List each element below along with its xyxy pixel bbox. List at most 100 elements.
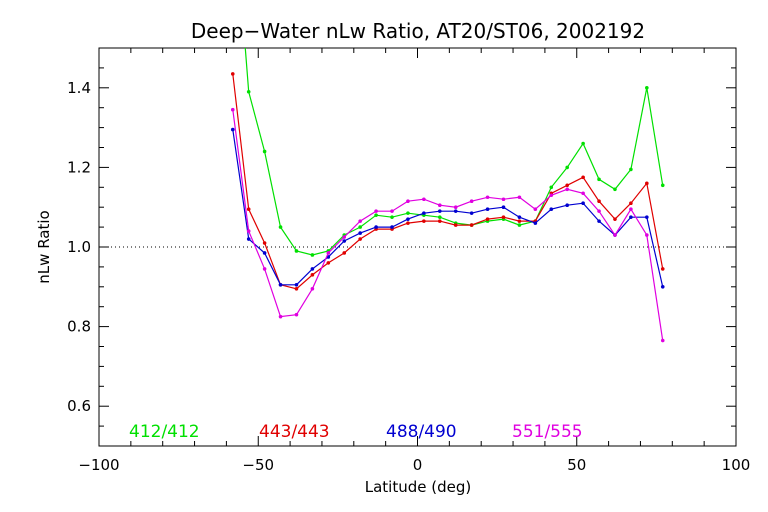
data-point [581, 201, 585, 206]
series-2 [230, 72, 665, 291]
data-point [358, 231, 362, 235]
data-point [342, 251, 347, 255]
data-point [613, 233, 617, 237]
x-tick-label: 0 [413, 456, 423, 474]
data-point [437, 215, 442, 219]
data-point [310, 286, 315, 291]
data-point [485, 195, 490, 200]
data-point [278, 283, 283, 287]
data-point [645, 233, 649, 237]
data-point [660, 338, 665, 343]
axes: −100 −50 0 50 100 0.6 0.8 1.0 1.2 1.4 [67, 47, 751, 474]
data-point [629, 207, 633, 211]
data-point [597, 177, 601, 182]
data-point [262, 149, 267, 154]
data-point [597, 219, 601, 223]
data-point [310, 267, 315, 271]
data-point [613, 187, 617, 192]
data-point [390, 209, 394, 213]
data-point [517, 219, 522, 223]
data-point [629, 215, 633, 219]
series-line [244, 48, 664, 256]
data-point [613, 217, 617, 221]
legend-entry: 443/443 [259, 422, 330, 442]
data-point [422, 211, 426, 215]
data-point [310, 273, 315, 277]
data-point [294, 286, 299, 291]
x-tick-label: −100 [78, 456, 119, 474]
series-3 [230, 127, 665, 289]
data-point [597, 199, 601, 204]
y-tick-label: 1.4 [67, 79, 91, 97]
data-point [629, 167, 633, 172]
data-point [390, 225, 394, 229]
data-point [565, 183, 569, 188]
data-point [645, 86, 649, 90]
data-point [549, 207, 554, 211]
data-point [469, 223, 474, 227]
data-point [501, 215, 506, 219]
data-point [517, 223, 522, 227]
data-point [517, 195, 522, 200]
data-point [342, 239, 347, 243]
data-point [246, 237, 251, 241]
legend-entry: 488/490 [386, 422, 457, 442]
data-point [342, 235, 347, 239]
y-axis-label: nLw Ratio [35, 210, 53, 283]
y-tick-label: 0.6 [67, 397, 91, 415]
series-line [232, 73, 664, 290]
data-point [453, 205, 458, 209]
data-point [581, 141, 585, 146]
data-point [517, 215, 522, 219]
x-axis-label: Latitude (deg) [365, 478, 471, 496]
data-point [437, 203, 442, 208]
data-point [469, 199, 474, 204]
data-point [230, 72, 235, 76]
y-tick-label: 1.2 [67, 158, 91, 176]
x-tick-label: −50 [242, 456, 274, 474]
data-point [374, 225, 378, 229]
data-point [246, 207, 251, 211]
series-line [232, 109, 664, 341]
data-point [629, 201, 633, 206]
data-point [597, 209, 601, 213]
legend-entry: 412/412 [129, 422, 200, 442]
data-point [533, 207, 538, 211]
data-point [565, 187, 569, 192]
data-point [278, 314, 283, 319]
y-tick-label: 0.8 [67, 318, 91, 336]
data-point [437, 219, 442, 223]
data-point [294, 312, 299, 317]
chart-title: Deep−Water nLw Ratio, AT20/ST06, 2002192 [191, 19, 645, 43]
data-point [565, 203, 569, 208]
data-point [406, 199, 410, 204]
x-tick-label: 50 [567, 456, 586, 474]
data-point [581, 191, 585, 196]
data-point [262, 251, 267, 255]
data-point [453, 209, 458, 213]
data-point [230, 127, 235, 132]
series-1 [244, 48, 665, 257]
data-point [645, 215, 649, 219]
series-4 [230, 107, 665, 343]
data-point [660, 285, 665, 289]
x-tick-label: 100 [722, 456, 751, 474]
data-point [422, 197, 426, 202]
data-point [469, 211, 474, 215]
data-point [501, 205, 506, 209]
data-point [533, 221, 538, 225]
legend-entry: 551/555 [512, 422, 583, 442]
data-point [230, 107, 235, 112]
data-point [660, 267, 665, 271]
data-point [390, 215, 394, 219]
legend: 412/412 443/443 488/490 551/555 [129, 422, 583, 442]
data-point [374, 209, 378, 213]
data-point [660, 183, 665, 188]
data-point [358, 237, 362, 241]
data-point [246, 229, 251, 233]
data-point [453, 223, 458, 227]
data-point [294, 283, 299, 287]
data-point [581, 175, 585, 180]
y-tick-label: 1.0 [67, 238, 91, 256]
